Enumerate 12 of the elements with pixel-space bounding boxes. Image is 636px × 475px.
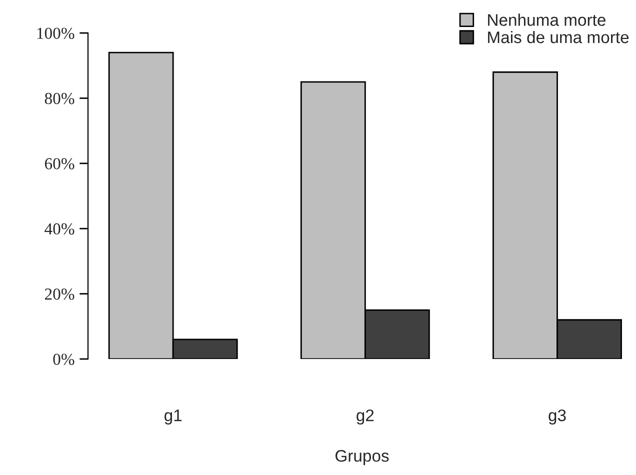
legend-label: Nenhuma morte bbox=[488, 14, 606, 26]
x-axis-title: Grupos bbox=[336, 450, 389, 466]
legend-label: Mais de uma morte bbox=[488, 30, 629, 44]
y-tick-label: 80% bbox=[44, 92, 74, 104]
y-tick-label: 100% bbox=[37, 28, 74, 39]
y-tick-label: 0% bbox=[53, 354, 74, 365]
x-tick-label: g3 bbox=[548, 409, 566, 425]
y-tick-label: 20% bbox=[44, 288, 74, 300]
x-tick-label: g2 bbox=[356, 409, 374, 425]
x-tick-label: g1 bbox=[164, 410, 182, 425]
y-tick-label: 60% bbox=[44, 158, 74, 170]
y-tick-label: 40% bbox=[44, 223, 74, 235]
